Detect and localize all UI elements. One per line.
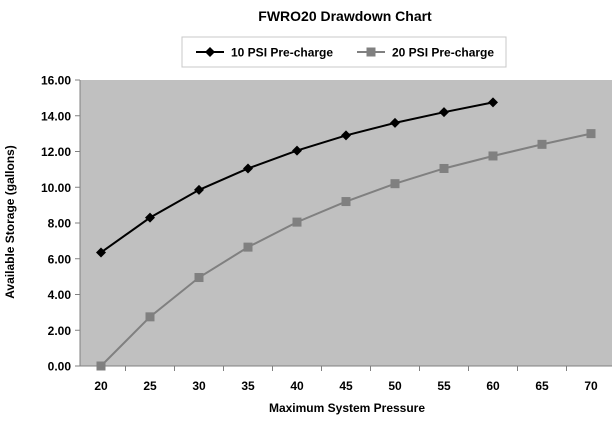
x-tick-label: 20 — [94, 379, 108, 393]
y-tick-label: 10.00 — [41, 181, 71, 195]
data-point — [243, 163, 253, 174]
x-tick-label: 70 — [584, 379, 598, 393]
legend-marker — [205, 47, 215, 57]
x-tick-label: 50 — [388, 379, 402, 393]
x-tick-label: 25 — [143, 379, 157, 393]
x-tick-label: 60 — [486, 379, 500, 393]
data-point — [96, 247, 106, 258]
data-point — [96, 361, 106, 371]
data-point — [488, 151, 498, 161]
y-tick-label: 8.00 — [48, 217, 72, 231]
x-tick-label: 30 — [192, 379, 206, 393]
plot-area — [80, 80, 612, 366]
y-tick-label: 4.00 — [48, 288, 72, 302]
legend: 10 PSI Pre-charge 20 PSI Pre-charge — [181, 36, 507, 68]
series-layer — [96, 97, 596, 371]
y-tick-label: 6.00 — [48, 252, 72, 266]
data-point — [145, 212, 155, 223]
x-tick-label: 40 — [290, 379, 304, 393]
legend-label: 20 PSI Pre-charge — [392, 46, 494, 60]
data-point — [439, 107, 449, 118]
y-tick-label: 14.00 — [41, 109, 71, 123]
data-point — [390, 117, 400, 128]
data-point — [390, 179, 400, 189]
y-tick-label: 0.00 — [48, 360, 72, 374]
data-point — [341, 130, 351, 141]
x-axis-label: Maximum System Pressure — [269, 401, 425, 415]
data-point — [439, 163, 449, 173]
y-tick-label: 16.00 — [41, 74, 71, 88]
data-point — [537, 139, 547, 149]
y-tick-label: 12.00 — [41, 145, 71, 159]
x-tick-label: 55 — [437, 379, 451, 393]
y-tick-label: 2.00 — [48, 324, 72, 338]
data-point — [243, 242, 253, 252]
data-point — [194, 273, 204, 283]
x-tick-label: 45 — [339, 379, 353, 393]
y-axis-label: Available Storage (gallons) — [3, 145, 17, 299]
data-point — [292, 217, 302, 227]
data-point — [488, 97, 498, 108]
series-1 — [96, 97, 498, 258]
data-point — [194, 184, 204, 195]
x-tick-label: 65 — [535, 379, 549, 393]
legend-label: 10 PSI Pre-charge — [231, 46, 333, 60]
chart-title: FWRO20 Drawdown Chart — [258, 8, 432, 24]
axes: 0.00 2.00 4.00 6.00 8.00 10.00 12.00 14.00 16.00… — [41, 74, 612, 393]
data-point — [145, 312, 155, 322]
series-2 — [96, 129, 596, 371]
data-point — [586, 129, 596, 139]
data-point — [292, 145, 302, 156]
legend-box — [181, 36, 507, 68]
data-point — [341, 197, 351, 207]
legend-marker — [366, 47, 376, 57]
x-tick-label: 35 — [241, 379, 255, 393]
